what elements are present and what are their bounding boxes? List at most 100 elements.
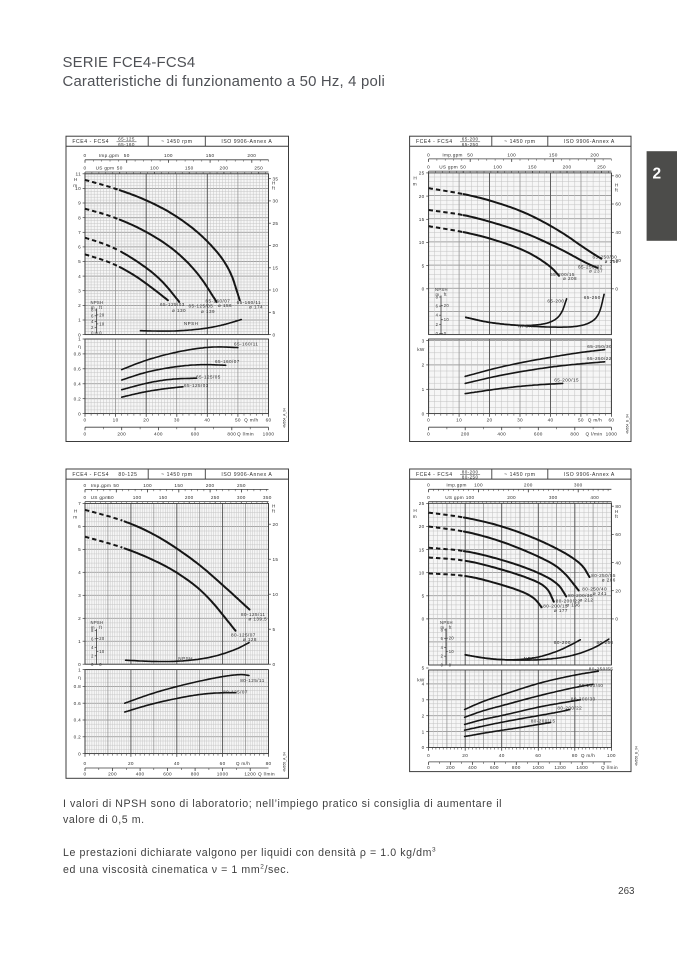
svg-text:ø 266: ø 266 — [602, 577, 616, 582]
svg-text:300: 300 — [574, 483, 583, 488]
svg-text:3: 3 — [78, 288, 81, 293]
svg-text:100: 100 — [150, 166, 159, 171]
svg-text:50: 50 — [460, 165, 466, 170]
svg-text:200: 200 — [206, 483, 215, 488]
svg-text:0: 0 — [427, 418, 430, 423]
svg-text:US gpm: US gpm — [445, 495, 464, 500]
svg-text:40: 40 — [174, 761, 180, 766]
svg-text:0.8: 0.8 — [74, 684, 82, 689]
svg-text:US gpm: US gpm — [91, 495, 110, 500]
svg-text:NPSH: NPSH — [435, 287, 448, 292]
svg-text:0: 0 — [422, 617, 425, 622]
svg-text:800: 800 — [512, 765, 521, 770]
svg-text:ft: ft — [615, 188, 619, 193]
svg-text:η: η — [78, 675, 81, 680]
svg-text:250: 250 — [237, 483, 246, 488]
svg-text:4M654_A_04: 4M654_A_04 — [282, 408, 286, 428]
svg-text:1: 1 — [78, 337, 81, 342]
svg-text:Q l/min: Q l/min — [586, 431, 603, 436]
svg-text:0: 0 — [441, 663, 444, 668]
svg-text:7: 7 — [78, 501, 81, 506]
svg-text:150: 150 — [206, 153, 215, 158]
svg-text:60: 60 — [266, 418, 272, 423]
svg-text:40: 40 — [204, 418, 210, 423]
svg-text:20: 20 — [128, 761, 134, 766]
svg-text:4: 4 — [441, 645, 444, 650]
svg-text:60: 60 — [608, 418, 614, 423]
svg-text:0: 0 — [449, 663, 452, 668]
svg-text:NPSH: NPSH — [440, 620, 453, 625]
svg-text:8: 8 — [91, 308, 94, 313]
svg-text:50: 50 — [124, 153, 130, 158]
svg-text:ft: ft — [449, 625, 452, 630]
svg-text:ø 139: ø 139 — [201, 309, 215, 314]
svg-text:8: 8 — [78, 215, 81, 220]
svg-text:10: 10 — [113, 418, 119, 423]
svg-text:8: 8 — [91, 628, 94, 633]
svg-text:ft: ft — [272, 186, 276, 191]
svg-text:350: 350 — [263, 495, 272, 500]
svg-text:150: 150 — [159, 495, 168, 500]
svg-text:65-250: 65-250 — [462, 142, 479, 147]
svg-text:10: 10 — [444, 317, 450, 322]
svg-text:10: 10 — [419, 240, 425, 245]
svg-text:0.4: 0.4 — [74, 718, 82, 723]
svg-text:H: H — [74, 177, 78, 182]
svg-text:15: 15 — [419, 547, 425, 552]
svg-text:ft: ft — [272, 509, 276, 514]
svg-text:Q m/h: Q m/h — [581, 753, 595, 758]
svg-text:25: 25 — [273, 221, 279, 226]
svg-text:0: 0 — [615, 287, 618, 292]
svg-text:Imp.gpm: Imp.gpm — [99, 153, 119, 158]
svg-text:250: 250 — [211, 495, 220, 500]
svg-text:60: 60 — [220, 761, 226, 766]
svg-text:NPSH: NPSH — [178, 656, 193, 661]
svg-text:4M655_A_04: 4M655_A_04 — [282, 752, 286, 772]
svg-text:NPSH: NPSH — [518, 324, 533, 329]
svg-text:35: 35 — [273, 176, 279, 181]
svg-text:80: 80 — [615, 174, 621, 179]
svg-text:m: m — [413, 181, 417, 186]
svg-text:ISO 9906-Annex A: ISO 9906-Annex A — [221, 139, 272, 145]
svg-text:0: 0 — [84, 431, 87, 436]
svg-text:65-160/11: 65-160/11 — [237, 300, 261, 305]
svg-text:ft: ft — [615, 514, 619, 519]
svg-text:20: 20 — [462, 753, 468, 758]
svg-text:1000: 1000 — [217, 772, 229, 777]
svg-text:NPSH: NPSH — [91, 300, 104, 305]
svg-text:400: 400 — [136, 772, 145, 777]
svg-text:Q l/min: Q l/min — [237, 431, 254, 436]
svg-text:1000: 1000 — [606, 431, 618, 436]
svg-text:80-125/11: 80-125/11 — [240, 678, 264, 683]
svg-text:200: 200 — [590, 152, 599, 157]
svg-text:20: 20 — [273, 243, 279, 248]
svg-text:H: H — [615, 183, 619, 188]
svg-text:2: 2 — [78, 303, 81, 308]
svg-text:60: 60 — [615, 532, 621, 537]
svg-text:0: 0 — [84, 483, 87, 488]
svg-text:4: 4 — [91, 645, 94, 650]
svg-text:4: 4 — [91, 319, 94, 324]
svg-text:100: 100 — [143, 483, 152, 488]
svg-text:1000: 1000 — [532, 765, 544, 770]
svg-text:65-250/22: 65-250/22 — [587, 356, 612, 361]
svg-text:3: 3 — [422, 338, 425, 343]
svg-text:2: 2 — [653, 166, 662, 183]
svg-text:ft: ft — [444, 292, 447, 297]
svg-text:80: 80 — [615, 504, 621, 509]
svg-text:80-200: 80-200 — [462, 469, 479, 474]
svg-text:40: 40 — [615, 230, 621, 235]
svg-text:10: 10 — [449, 649, 455, 654]
svg-text:ø 196: ø 196 — [566, 603, 580, 608]
svg-text:1000: 1000 — [263, 431, 275, 436]
svg-text:100: 100 — [607, 753, 616, 758]
svg-text:100: 100 — [164, 153, 173, 158]
svg-text:5: 5 — [273, 627, 276, 632]
svg-text:0.6: 0.6 — [74, 701, 82, 706]
svg-text:4: 4 — [436, 313, 439, 318]
svg-text:6: 6 — [436, 304, 439, 309]
svg-text:15: 15 — [419, 217, 425, 222]
svg-text:20: 20 — [143, 418, 149, 423]
svg-text:8: 8 — [436, 295, 439, 300]
svg-text:15: 15 — [273, 557, 279, 562]
